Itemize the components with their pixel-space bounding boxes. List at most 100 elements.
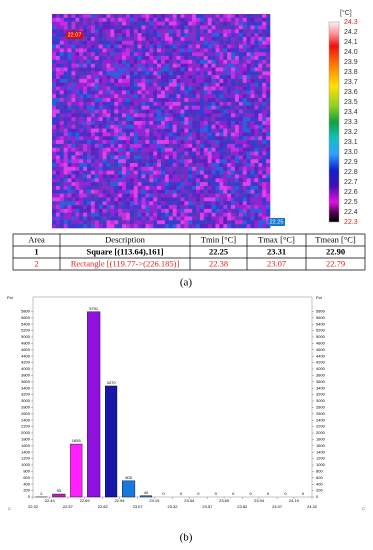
y-tick-label: 800 xyxy=(316,468,323,473)
y-tick-label: 5600 xyxy=(316,315,326,320)
pixel xyxy=(216,102,220,106)
pixel xyxy=(71,48,75,52)
pixel xyxy=(192,167,196,171)
pixel xyxy=(184,83,188,87)
pixel xyxy=(208,167,212,171)
pixel xyxy=(200,37,204,41)
pixel xyxy=(56,41,60,45)
pixel xyxy=(157,182,161,186)
pixel xyxy=(227,106,231,110)
pixel xyxy=(188,129,192,133)
pixel xyxy=(165,98,169,102)
pixel xyxy=(149,194,153,198)
pixel xyxy=(239,110,243,114)
pixel xyxy=(110,171,114,175)
pixel xyxy=(157,37,161,41)
pixel xyxy=(184,87,188,91)
pixel xyxy=(169,60,173,64)
pixel xyxy=(235,159,239,163)
pixel xyxy=(219,56,223,60)
pixel xyxy=(208,41,212,45)
pixel xyxy=(235,220,239,224)
pixel xyxy=(110,197,114,201)
pixel xyxy=(75,98,79,102)
y-tick-label: 2600 xyxy=(316,411,326,416)
y-tick-label: 5000 xyxy=(21,334,31,339)
pixel xyxy=(122,197,126,201)
pixel xyxy=(122,167,126,171)
pixel xyxy=(216,163,220,167)
pixel xyxy=(200,45,204,49)
pixel xyxy=(64,22,68,26)
pixel xyxy=(107,201,111,205)
pixel xyxy=(177,90,181,94)
pixel xyxy=(196,175,200,179)
scale-label: 22.5 xyxy=(344,199,358,206)
pixel xyxy=(142,79,146,83)
pixel xyxy=(114,52,118,56)
pixel xyxy=(75,60,79,64)
pixel xyxy=(254,94,258,98)
pixel xyxy=(130,98,134,102)
pixel xyxy=(95,132,99,136)
pixel xyxy=(243,29,247,33)
pixel xyxy=(122,37,126,41)
pixel xyxy=(114,217,118,221)
pixel xyxy=(266,144,270,148)
pixel xyxy=(91,48,95,52)
pixel xyxy=(52,25,56,29)
pixel xyxy=(223,117,227,121)
pixel xyxy=(161,178,165,182)
pixel xyxy=(52,209,56,213)
pixel xyxy=(103,18,107,22)
pixel xyxy=(91,175,95,179)
pixel xyxy=(165,110,169,114)
pixel xyxy=(251,83,255,87)
pixel xyxy=(251,48,255,52)
pixel xyxy=(161,102,165,106)
pixel xyxy=(188,152,192,156)
pixel xyxy=(157,190,161,194)
pixel xyxy=(149,178,153,182)
pixel xyxy=(126,90,130,94)
pixel xyxy=(87,71,91,75)
pixel xyxy=(251,178,255,182)
pixel xyxy=(254,29,258,33)
pixel xyxy=(134,217,138,221)
pixel xyxy=(60,171,64,175)
pixel xyxy=(149,132,153,136)
pixel xyxy=(219,117,223,121)
pixel xyxy=(126,25,130,29)
pixel xyxy=(227,41,231,45)
pixel xyxy=(83,68,87,72)
y-tick-label: 5400 xyxy=(21,321,31,326)
pixel xyxy=(266,98,270,102)
pixel xyxy=(110,41,114,45)
pixel xyxy=(243,79,247,83)
pixel xyxy=(52,121,56,125)
pixel xyxy=(87,68,91,72)
pixel xyxy=(243,75,247,79)
pixel xyxy=(243,132,247,136)
pixel xyxy=(161,52,165,56)
pixel xyxy=(114,152,118,156)
pixel xyxy=(103,83,107,87)
pixel xyxy=(262,25,266,29)
pixel xyxy=(177,217,181,221)
pixel xyxy=(110,186,114,190)
pixel xyxy=(142,56,146,60)
pixel xyxy=(71,205,75,209)
pixel xyxy=(235,94,239,98)
pixel xyxy=(204,129,208,133)
pixel xyxy=(239,33,243,37)
pixel xyxy=(114,94,118,98)
pixel xyxy=(231,14,235,18)
pixel xyxy=(99,45,103,49)
pixel xyxy=(173,213,177,217)
pixel xyxy=(64,60,68,64)
pixel xyxy=(161,194,165,198)
pixel xyxy=(138,144,142,148)
pixel xyxy=(52,56,56,60)
pixel xyxy=(149,22,153,26)
pixel xyxy=(180,106,184,110)
